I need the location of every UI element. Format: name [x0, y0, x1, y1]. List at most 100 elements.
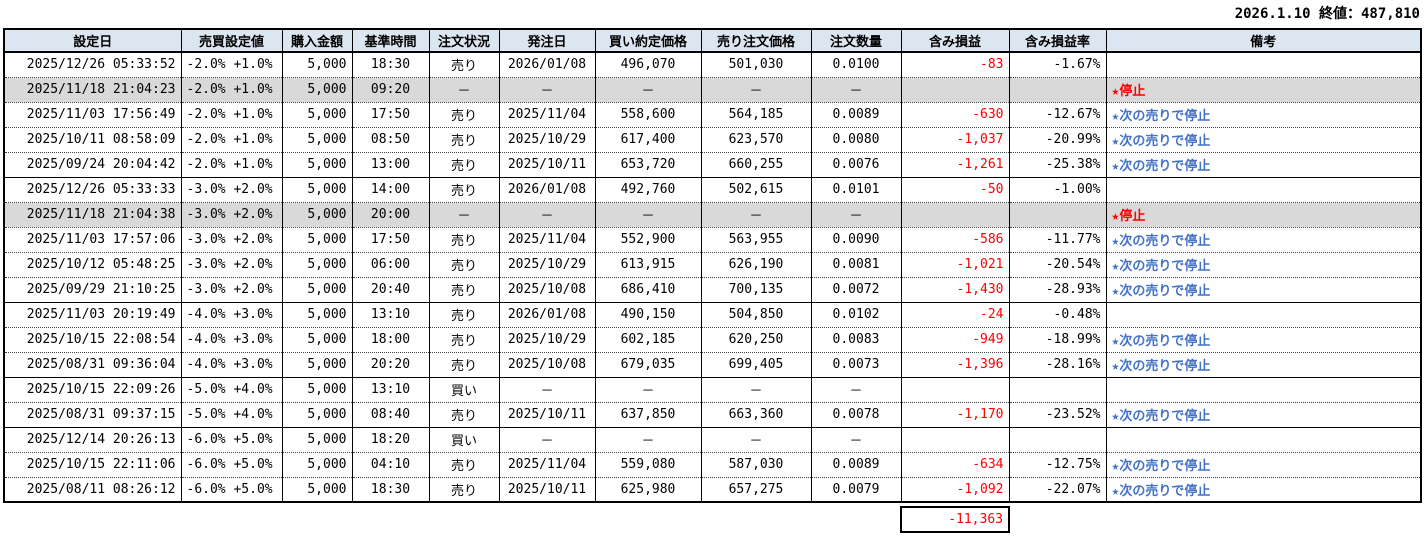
- cell-order-quantity[interactable]: 0.0076: [810, 152, 902, 178]
- cell-buy-fill-price[interactable]: 679,035: [594, 352, 702, 378]
- cell-purchase-amount[interactable]: 5,000: [281, 377, 353, 403]
- cell-sell-order-price[interactable]: 563,955: [700, 227, 812, 253]
- cell-base-time[interactable]: 04:10: [351, 452, 430, 478]
- cell-unrealized-pl[interactable]: -586: [900, 227, 1010, 253]
- cell-order-status[interactable]: 売り: [428, 152, 500, 178]
- cell-setting-date[interactable]: 2025/10/15 22:09:26: [3, 377, 182, 403]
- cell-trade-setting[interactable]: -3.0% +2.0%: [180, 277, 283, 303]
- cell-unrealized-pl[interactable]: -24: [900, 302, 1010, 328]
- cell-purchase-amount[interactable]: 5,000: [281, 402, 353, 428]
- cell-setting-date[interactable]: 2025/08/31 09:36:04: [3, 352, 182, 378]
- cell-order-quantity[interactable]: 0.0081: [810, 252, 902, 278]
- cell-unrealized-pl-rate[interactable]: -12.75%: [1008, 452, 1107, 478]
- cell-unrealized-pl[interactable]: -634: [900, 452, 1010, 478]
- cell-sell-order-price[interactable]: 699,405: [700, 352, 812, 378]
- cell-base-time[interactable]: 13:10: [351, 302, 430, 328]
- cell-buy-fill-price[interactable]: －: [594, 377, 702, 403]
- cell-base-time[interactable]: 18:30: [351, 477, 430, 502]
- cell-order-date[interactable]: －: [498, 427, 596, 453]
- cell-remarks[interactable]: ★次の売りで停止: [1105, 277, 1422, 303]
- cell-remarks[interactable]: ★次の売りで停止: [1105, 477, 1422, 502]
- cell-unrealized-pl-rate[interactable]: -12.67%: [1008, 102, 1107, 128]
- cell-sell-order-price[interactable]: 657,275: [700, 477, 812, 502]
- cell-base-time[interactable]: 13:00: [351, 152, 430, 178]
- cell-order-status[interactable]: 買い: [428, 377, 500, 403]
- cell-purchase-amount[interactable]: 5,000: [281, 452, 353, 478]
- cell-order-date[interactable]: 2025/10/11: [498, 402, 596, 428]
- cell-trade-setting[interactable]: -5.0% +4.0%: [180, 377, 283, 403]
- cell-order-quantity[interactable]: 0.0072: [810, 277, 902, 303]
- cell-order-date[interactable]: 2026/01/08: [498, 177, 596, 203]
- column-header-trade-setting[interactable]: 売買設定値: [180, 29, 283, 53]
- cell-sell-order-price[interactable]: 700,135: [700, 277, 812, 303]
- cell-order-status[interactable]: －: [428, 77, 500, 103]
- cell-trade-setting[interactable]: -4.0% +3.0%: [180, 327, 283, 353]
- cell-purchase-amount[interactable]: 5,000: [281, 477, 353, 502]
- cell-setting-date[interactable]: 2025/11/03 17:56:49: [3, 102, 182, 128]
- cell-base-time[interactable]: 06:00: [351, 252, 430, 278]
- cell-order-status[interactable]: 売り: [428, 177, 500, 203]
- cell-purchase-amount[interactable]: 5,000: [281, 202, 353, 228]
- cell-remarks[interactable]: ★次の売りで停止: [1105, 227, 1422, 253]
- column-header-remarks[interactable]: 備考: [1105, 29, 1422, 53]
- cell-unrealized-pl[interactable]: -1,037: [900, 127, 1010, 153]
- cell-buy-fill-price[interactable]: 602,185: [594, 327, 702, 353]
- cell-unrealized-pl-rate[interactable]: -20.54%: [1008, 252, 1107, 278]
- cell-remarks[interactable]: ★次の売りで停止: [1105, 152, 1422, 178]
- cell-unrealized-pl-rate[interactable]: [1008, 377, 1107, 403]
- cell-base-time[interactable]: 09:20: [351, 77, 430, 103]
- cell-sell-order-price[interactable]: －: [700, 202, 812, 228]
- cell-sell-order-price[interactable]: 620,250: [700, 327, 812, 353]
- cell-base-time[interactable]: 08:50: [351, 127, 430, 153]
- cell-trade-setting[interactable]: -6.0% +5.0%: [180, 477, 283, 502]
- cell-remarks[interactable]: ★次の売りで停止: [1105, 352, 1422, 378]
- column-header-unrealized-pl[interactable]: 含み損益: [900, 29, 1010, 53]
- cell-order-status[interactable]: 売り: [428, 477, 500, 502]
- cell-setting-date[interactable]: 2025/11/18 21:04:23: [3, 77, 182, 103]
- cell-sell-order-price[interactable]: 663,360: [700, 402, 812, 428]
- cell-purchase-amount[interactable]: 5,000: [281, 152, 353, 178]
- cell-order-status[interactable]: 売り: [428, 402, 500, 428]
- cell-remarks[interactable]: ★停止: [1105, 202, 1422, 228]
- cell-unrealized-pl[interactable]: [900, 377, 1010, 403]
- cell-unrealized-pl-rate[interactable]: [1008, 77, 1107, 103]
- cell-buy-fill-price[interactable]: 558,600: [594, 102, 702, 128]
- cell-order-status[interactable]: 売り: [428, 252, 500, 278]
- cell-order-date[interactable]: 2025/10/29: [498, 252, 596, 278]
- cell-base-time[interactable]: 20:40: [351, 277, 430, 303]
- cell-setting-date[interactable]: 2025/09/24 20:04:42: [3, 152, 182, 178]
- cell-unrealized-pl[interactable]: [900, 77, 1010, 103]
- cell-base-time[interactable]: 18:00: [351, 327, 430, 353]
- cell-buy-fill-price[interactable]: 552,900: [594, 227, 702, 253]
- cell-buy-fill-price[interactable]: 625,980: [594, 477, 702, 502]
- cell-purchase-amount[interactable]: 5,000: [281, 127, 353, 153]
- cell-unrealized-pl[interactable]: -1,021: [900, 252, 1010, 278]
- cell-unrealized-pl[interactable]: -1,170: [900, 402, 1010, 428]
- cell-unrealized-pl-rate[interactable]: -20.99%: [1008, 127, 1107, 153]
- cell-buy-fill-price[interactable]: 617,400: [594, 127, 702, 153]
- cell-order-status[interactable]: 売り: [428, 302, 500, 328]
- column-header-setting-date[interactable]: 設定日: [3, 29, 182, 53]
- cell-purchase-amount[interactable]: 5,000: [281, 252, 353, 278]
- cell-sell-order-price[interactable]: 660,255: [700, 152, 812, 178]
- cell-order-quantity[interactable]: 0.0078: [810, 402, 902, 428]
- cell-order-quantity[interactable]: －: [810, 377, 902, 403]
- cell-buy-fill-price[interactable]: 613,915: [594, 252, 702, 278]
- cell-order-date[interactable]: 2025/11/04: [498, 102, 596, 128]
- cell-trade-setting[interactable]: -5.0% +4.0%: [180, 402, 283, 428]
- cell-sell-order-price[interactable]: 564,185: [700, 102, 812, 128]
- cell-setting-date[interactable]: 2025/12/26 05:33:52: [3, 52, 182, 78]
- cell-buy-fill-price[interactable]: －: [594, 427, 702, 453]
- column-header-order-status[interactable]: 注文状況: [428, 29, 500, 53]
- cell-unrealized-pl[interactable]: -1,396: [900, 352, 1010, 378]
- cell-purchase-amount[interactable]: 5,000: [281, 102, 353, 128]
- cell-unrealized-pl[interactable]: -83: [900, 52, 1010, 78]
- cell-trade-setting[interactable]: -2.0% +1.0%: [180, 152, 283, 178]
- cell-base-time[interactable]: 14:00: [351, 177, 430, 203]
- column-header-base-time[interactable]: 基準時間: [351, 29, 430, 53]
- cell-trade-setting[interactable]: -3.0% +2.0%: [180, 227, 283, 253]
- cell-sell-order-price[interactable]: 626,190: [700, 252, 812, 278]
- cell-unrealized-pl[interactable]: -1,430: [900, 277, 1010, 303]
- cell-sell-order-price[interactable]: 502,615: [700, 177, 812, 203]
- column-header-order-date[interactable]: 発注日: [498, 29, 596, 53]
